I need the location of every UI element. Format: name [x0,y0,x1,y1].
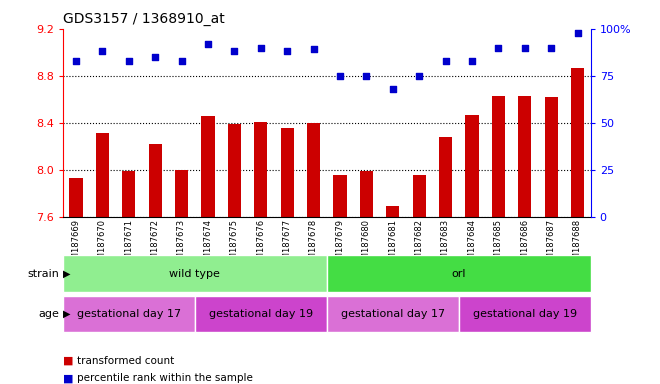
Text: GSM187676: GSM187676 [256,219,265,270]
Point [123,58,134,64]
Bar [307,123,320,217]
Text: ■: ■ [63,373,73,383]
Text: GSM187684: GSM187684 [467,219,477,270]
Bar [518,96,531,217]
Bar [69,178,82,217]
Point [150,54,160,60]
Text: GSM187685: GSM187685 [494,219,503,270]
Text: GSM187683: GSM187683 [441,219,450,270]
Point [229,48,240,55]
Text: GSM187686: GSM187686 [520,219,529,270]
Text: GSM187688: GSM187688 [573,219,582,270]
Bar [195,296,327,332]
Bar [96,134,109,217]
Bar [201,116,214,217]
Point [546,45,556,51]
Text: GSM187669: GSM187669 [71,219,81,270]
Text: GSM187687: GSM187687 [546,219,556,270]
Text: GSM187678: GSM187678 [309,219,318,270]
Text: GSM187671: GSM187671 [124,219,133,270]
Text: wild type: wild type [169,268,220,279]
Text: GSM187677: GSM187677 [282,219,292,270]
Point [493,45,504,51]
Bar [360,171,373,217]
Text: GSM187680: GSM187680 [362,219,371,270]
Bar [327,255,591,292]
Bar [148,144,162,217]
Text: gestational day 17: gestational day 17 [341,309,445,319]
Point [572,30,583,36]
Point [255,45,266,51]
Bar [228,124,241,217]
Text: GSM187674: GSM187674 [203,219,213,270]
Bar [571,68,584,217]
Text: GSM187672: GSM187672 [150,219,160,270]
Text: gestational day 19: gestational day 19 [473,309,577,319]
Point [282,48,292,55]
Text: GDS3157 / 1368910_at: GDS3157 / 1368910_at [63,12,224,26]
Point [203,41,213,47]
Text: GSM187675: GSM187675 [230,219,239,270]
Text: gestational day 19: gestational day 19 [209,309,313,319]
Text: GSM187679: GSM187679 [335,219,345,270]
Point [335,73,345,79]
Text: GSM187673: GSM187673 [177,219,186,270]
Point [71,58,81,64]
Bar [254,122,267,217]
Bar [333,175,346,217]
Point [519,45,530,51]
Bar [122,171,135,217]
Text: age: age [38,309,59,319]
Bar [459,296,591,332]
Bar [465,115,478,217]
Text: transformed count: transformed count [77,356,174,366]
Text: ▶: ▶ [63,309,71,319]
Bar [280,127,294,217]
Text: ■: ■ [63,356,73,366]
Point [97,48,108,55]
Point [440,58,451,64]
Text: ▶: ▶ [63,268,71,279]
Text: strain: strain [28,268,59,279]
Bar [544,97,558,217]
Point [361,73,372,79]
Text: GSM187681: GSM187681 [388,219,397,270]
Point [467,58,477,64]
Bar [492,96,505,217]
Bar [63,255,327,292]
Bar [63,296,195,332]
Text: gestational day 17: gestational day 17 [77,309,181,319]
Text: percentile rank within the sample: percentile rank within the sample [77,373,253,383]
Text: GSM187670: GSM187670 [98,219,107,270]
Point [308,46,319,53]
Text: orl: orl [451,268,466,279]
Text: GSM187682: GSM187682 [414,219,424,270]
Point [387,86,398,92]
Bar [439,137,452,217]
Bar [386,206,399,217]
Point [176,58,187,64]
Bar [175,170,188,217]
Bar [327,296,459,332]
Point [414,73,424,79]
Bar [412,175,426,217]
